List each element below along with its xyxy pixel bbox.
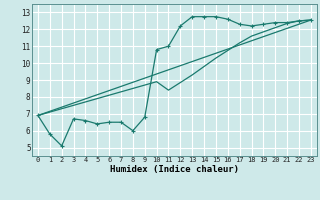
X-axis label: Humidex (Indice chaleur): Humidex (Indice chaleur)	[110, 165, 239, 174]
